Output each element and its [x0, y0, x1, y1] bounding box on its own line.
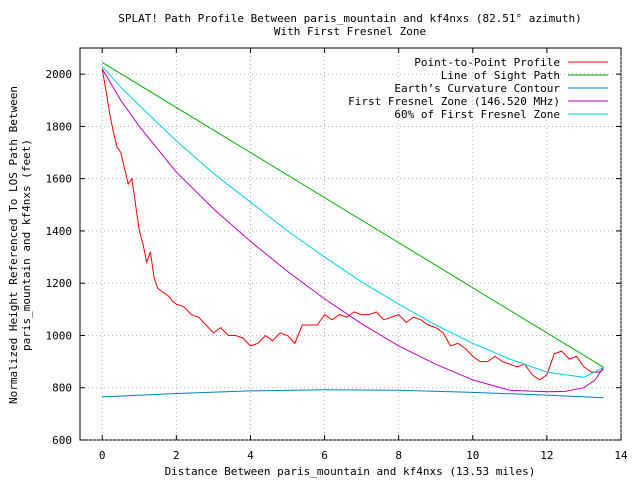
axis-ticks: 0 2 4 6 8 10 12 14 600 800 1000 1200 1400 1600 1800 200…	[46, 48, 628, 462]
series-line-earth-s-curvature-contour	[102, 389, 604, 399]
series-line-first-fresnel-zone-146-520-mhz	[101, 68, 605, 393]
y-tick-label: 1400	[46, 225, 73, 238]
x-tick-label: 2	[173, 449, 180, 462]
y-axis-label-line-2: paris_mountain and kf4nxs (feet)	[20, 139, 33, 351]
y-tick-label: 1200	[46, 277, 73, 290]
legend-label: First Fresnel Zone (146.520 MHz)	[348, 95, 560, 108]
x-tick-label: 4	[247, 449, 254, 462]
y-axis-label: Normalized Height Referenced To LOS Path…	[7, 86, 33, 404]
x-tick-label: 12	[540, 449, 553, 462]
y-axis-label-line-1: Normalized Height Referenced To LOS Path…	[7, 86, 20, 404]
x-tick-label: 8	[395, 449, 402, 462]
series-line-point-to-point-profile	[101, 68, 604, 381]
data-series	[101, 61, 605, 399]
chart-title-line-1: SPLAT! Path Profile Between paris_mounta…	[118, 12, 582, 25]
y-tick-label: 800	[52, 382, 72, 395]
legend-label: 60% of First Fresnel Zone	[394, 108, 560, 121]
x-axis-label: Distance Between paris_mountain and kf4n…	[165, 465, 536, 478]
legend-label: Earth’s Curvature Contour	[394, 82, 560, 95]
legend-label: Point-to-Point Profile	[414, 56, 560, 69]
plot-area	[79, 47, 622, 441]
chart-title-line-2: With First Fresnel Zone	[274, 25, 426, 38]
y-tick-label: 1800	[46, 120, 73, 133]
x-tick-label: 0	[99, 449, 106, 462]
x-tick-label: 10	[466, 449, 479, 462]
y-tick-label: 1000	[46, 329, 73, 342]
y-tick-label: 2000	[46, 68, 73, 81]
y-tick-label: 600	[52, 434, 72, 447]
y-tick-label: 1600	[46, 173, 73, 186]
x-tick-label: 14	[614, 449, 628, 462]
legend-label: Line of Sight Path	[441, 69, 560, 82]
grid-lines	[80, 48, 622, 441]
x-tick-label: 6	[321, 449, 328, 462]
series-line-line-of-sight-path	[101, 61, 604, 368]
series-line-60-of-first-fresnel-zone	[101, 65, 604, 378]
